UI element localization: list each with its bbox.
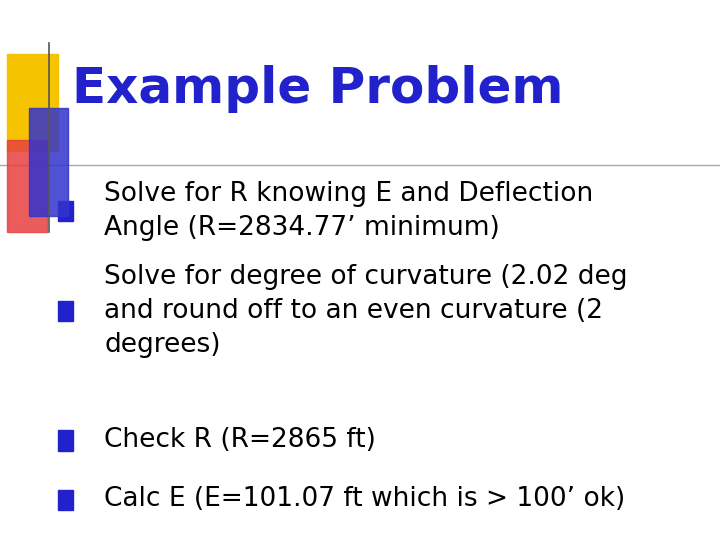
Bar	[29, 108, 68, 216]
Bar	[7, 54, 58, 151]
Bar	[58, 201, 73, 221]
Text: Check R (R=2865 ft): Check R (R=2865 ft)	[104, 427, 377, 453]
Bar	[58, 490, 73, 510]
Bar	[58, 430, 73, 451]
Text: Example Problem: Example Problem	[72, 65, 564, 113]
Text: Calc E (E=101.07 ft which is > 100’ ok): Calc E (E=101.07 ft which is > 100’ ok)	[104, 487, 626, 512]
Bar	[58, 301, 73, 321]
Bar	[7, 140, 47, 232]
Text: Solve for R knowing E and Deflection
Angle (R=2834.77’ minimum): Solve for R knowing E and Deflection Ang…	[104, 180, 594, 241]
Text: Solve for degree of curvature (2.02 deg
and round off to an even curvature (2
de: Solve for degree of curvature (2.02 deg …	[104, 264, 628, 357]
